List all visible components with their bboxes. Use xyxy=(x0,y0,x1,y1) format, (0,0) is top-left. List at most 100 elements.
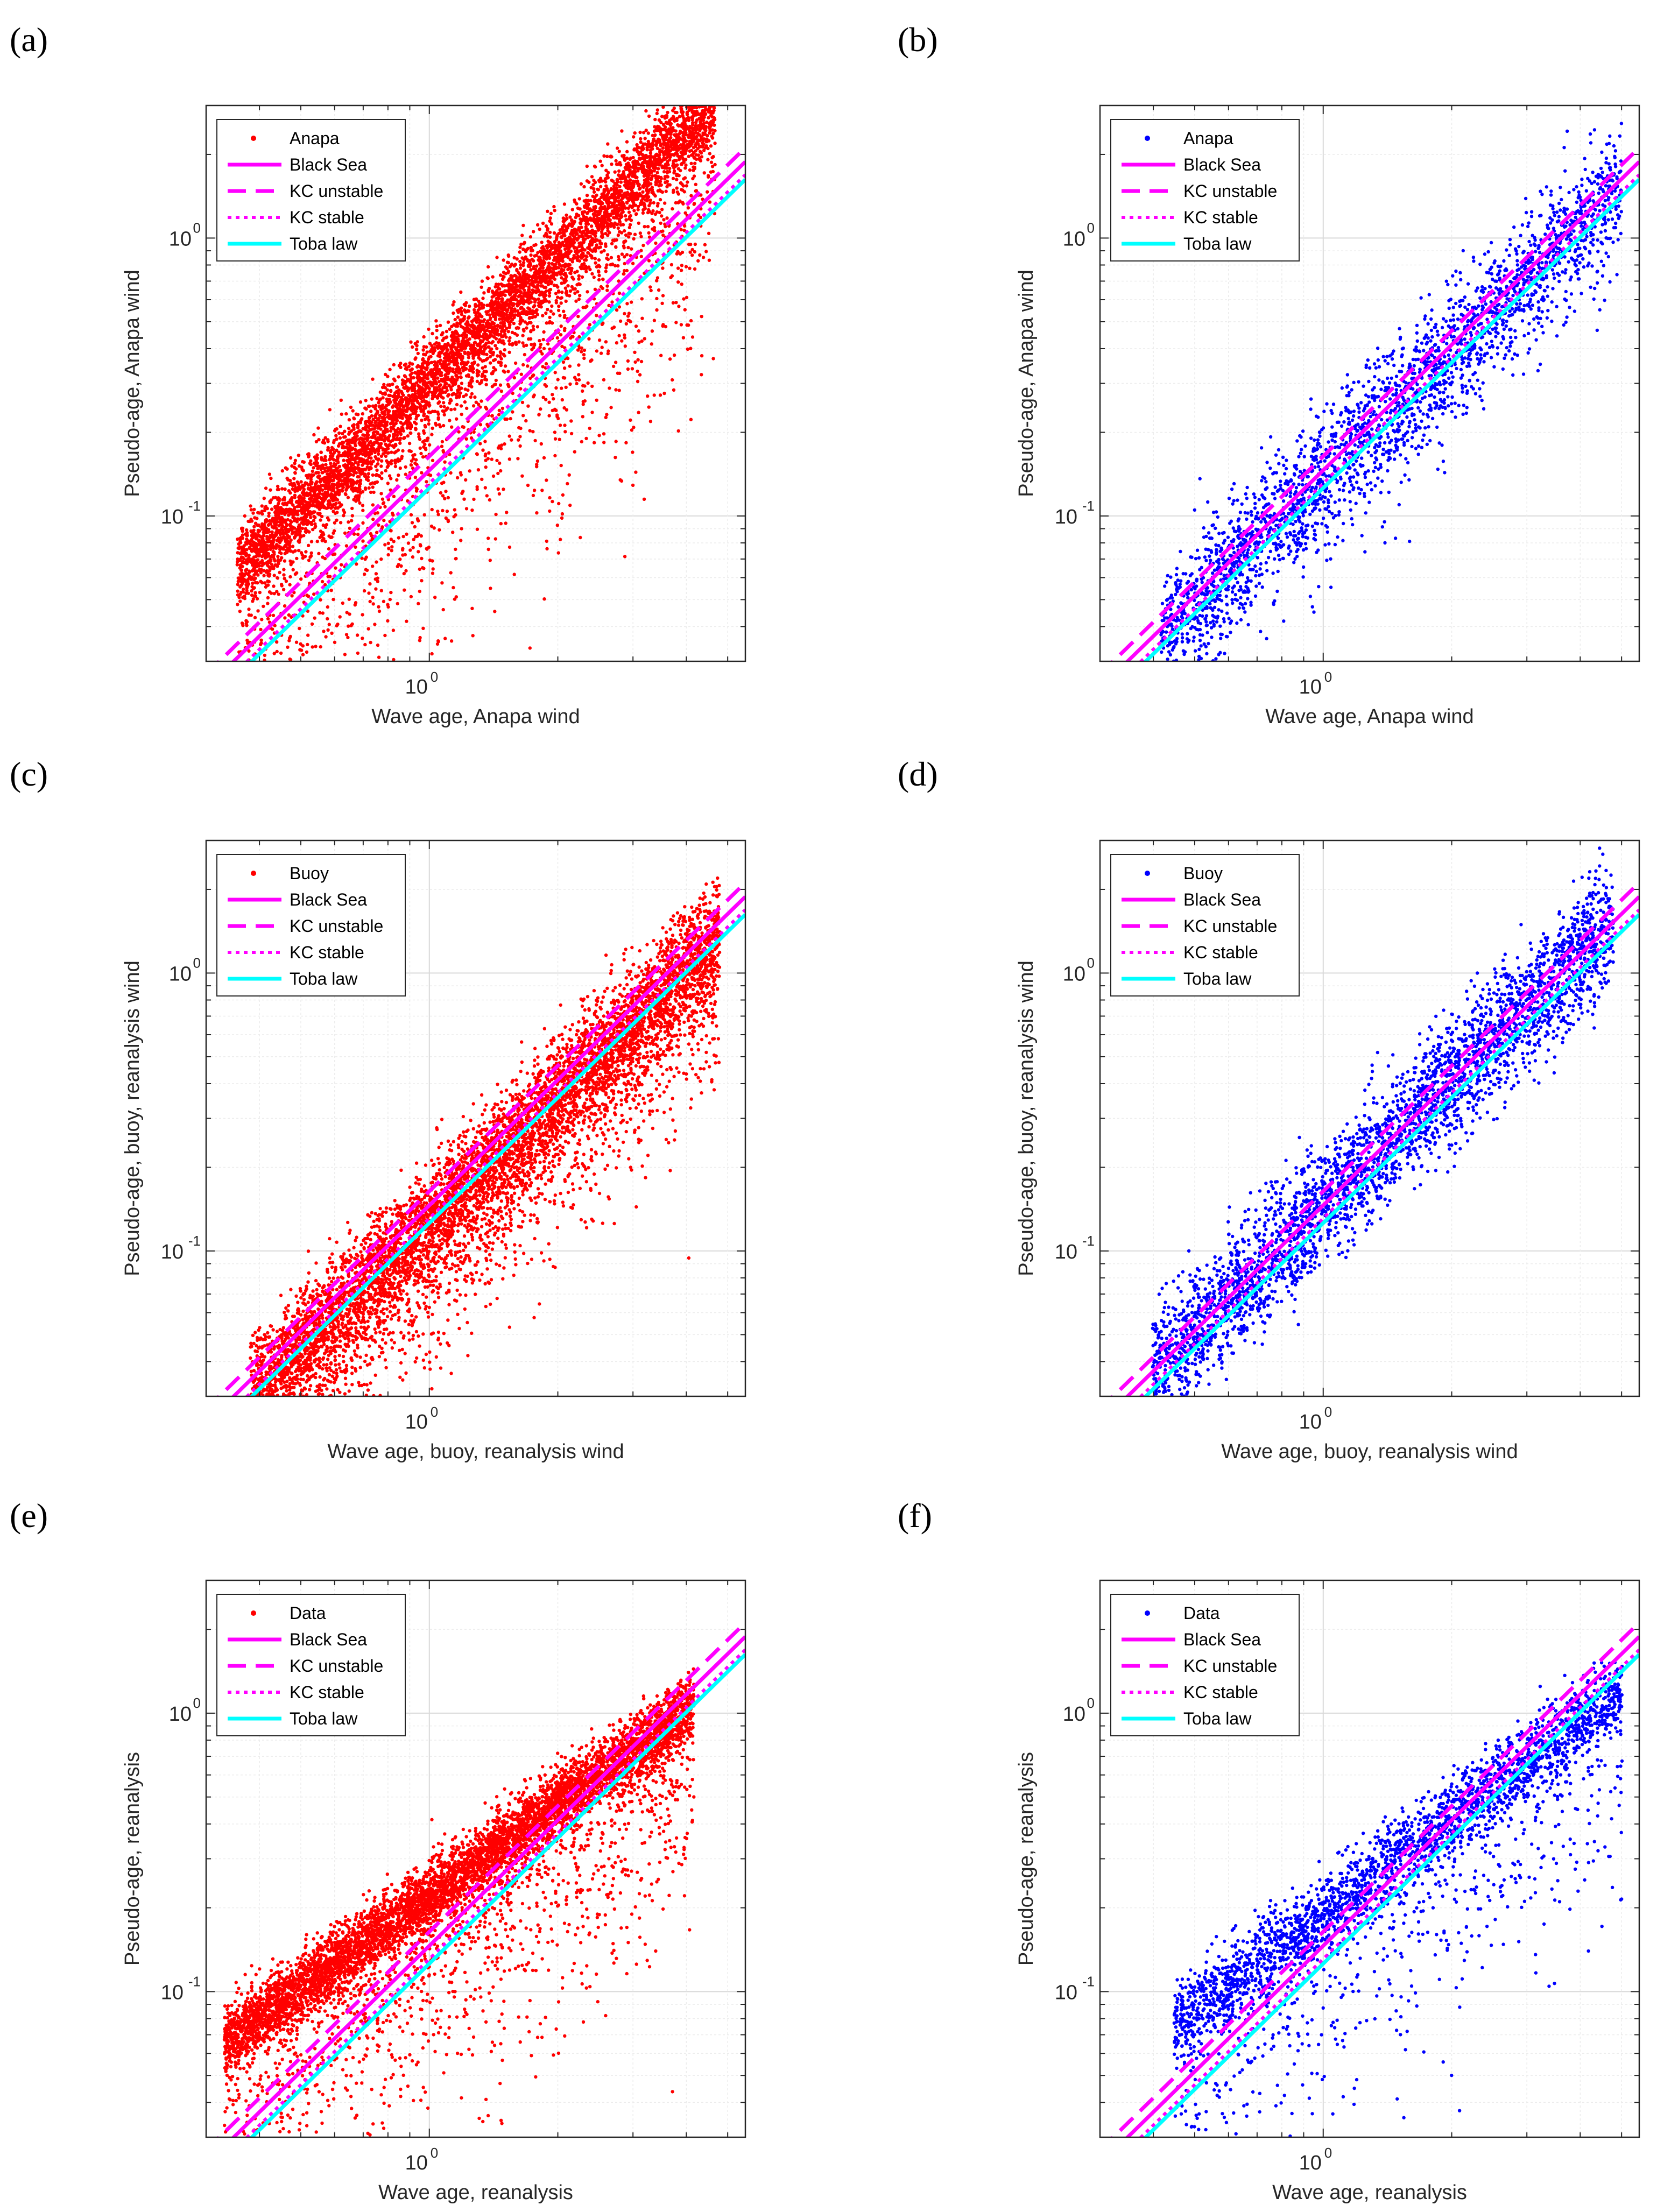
legend-label-f-4: Toba law xyxy=(1183,1709,1252,1728)
y-axis-label-f: Pseudo-age, reanalysis xyxy=(1015,1752,1038,1966)
y-tick-label-d-0: 10 xyxy=(1055,1241,1077,1263)
panel-letter-f: (f) xyxy=(898,1496,932,1535)
legend-label-b-0: Anapa xyxy=(1183,129,1233,148)
x-tick-exp-e-0: 0 xyxy=(431,2145,438,2161)
legend-marker-d-0 xyxy=(1145,871,1150,876)
legend-label-e-4: Toba law xyxy=(290,1709,358,1728)
x-tick-label-c-0: 10 xyxy=(405,1411,428,1433)
y-tick-exp-c-0: -1 xyxy=(188,1233,201,1249)
legend-label-e-2: KC unstable xyxy=(290,1656,383,1676)
y-tick-label-f-1: 10 xyxy=(1063,1703,1085,1726)
y-tick-label-d-1: 10 xyxy=(1063,963,1085,985)
x-axis-label-f: Wave age, reanalysis xyxy=(1272,2181,1467,2204)
legend-label-c-0: Buoy xyxy=(290,864,329,883)
legend-label-c-2: KC unstable xyxy=(290,916,383,936)
legend-label-b-1: Black Sea xyxy=(1183,155,1261,174)
y-tick-exp-d-1: 0 xyxy=(1087,955,1095,971)
y-axis-label-b: Pseudo-age, Anapa wind xyxy=(1015,270,1038,497)
legend-label-a-2: KC unstable xyxy=(290,181,383,201)
y-tick-exp-a-1: 0 xyxy=(193,220,201,236)
x-axis-label-a: Wave age, Anapa wind xyxy=(371,705,580,728)
y-tick-label-b-0: 10 xyxy=(1055,506,1077,528)
legend-label-c-3: KC stable xyxy=(290,943,364,962)
legend-label-a-1: Black Sea xyxy=(290,155,367,174)
legend-marker-f-0 xyxy=(1145,1610,1150,1616)
y-tick-exp-d-0: -1 xyxy=(1082,1233,1095,1249)
x-tick-label-b-0: 10 xyxy=(1299,676,1322,698)
legend-e: Data Black Sea KC unstable KC stable Toba la… xyxy=(217,1594,405,1736)
legend-label-d-1: Black Sea xyxy=(1183,890,1261,909)
legend-label-a-4: Toba law xyxy=(290,234,358,253)
panel-letter-d: (d) xyxy=(898,755,938,793)
x-axis-label-b: Wave age, Anapa wind xyxy=(1265,705,1473,728)
legend-label-c-4: Toba law xyxy=(290,969,358,988)
legend-label-d-4: Toba law xyxy=(1183,969,1252,988)
legend-marker-b-0 xyxy=(1145,136,1150,141)
x-tick-label-a-0: 10 xyxy=(405,676,428,698)
legend-label-e-1: Black Sea xyxy=(290,1630,367,1649)
legend-label-d-3: KC stable xyxy=(1183,943,1258,962)
x-tick-label-d-0: 10 xyxy=(1299,1411,1322,1433)
y-tick-exp-f-1: 0 xyxy=(1087,1695,1095,1711)
x-tick-exp-d-0: 0 xyxy=(1324,1404,1332,1420)
y-tick-label-c-0: 10 xyxy=(161,1241,184,1263)
x-tick-exp-c-0: 0 xyxy=(431,1404,438,1420)
y-axis-label-c: Pseudo-age, buoy, reanalysis wind xyxy=(121,960,144,1276)
y-tick-label-e-1: 10 xyxy=(169,1703,192,1726)
x-tick-exp-a-0: 0 xyxy=(431,669,438,685)
y-tick-exp-e-1: 0 xyxy=(193,1695,201,1711)
panel-letter-b: (b) xyxy=(898,20,938,59)
legend-label-a-0: Anapa xyxy=(290,129,340,148)
panel-letter-c: (c) xyxy=(10,755,48,793)
y-tick-label-a-0: 10 xyxy=(161,506,184,528)
legend-label-f-1: Black Sea xyxy=(1183,1630,1261,1649)
x-axis-label-e: Wave age, reanalysis xyxy=(378,2181,573,2204)
legend-label-e-3: KC stable xyxy=(290,1683,364,1702)
legend-label-b-2: KC unstable xyxy=(1183,181,1277,201)
legend-label-e-0: Data xyxy=(290,1603,326,1623)
legend-label-b-4: Toba law xyxy=(1183,234,1252,253)
y-tick-label-e-0: 10 xyxy=(161,1981,184,2004)
y-axis-label-a: Pseudo-age, Anapa wind xyxy=(121,270,144,497)
legend-label-a-3: KC stable xyxy=(290,208,364,227)
y-tick-exp-b-1: 0 xyxy=(1087,220,1095,236)
y-tick-exp-c-1: 0 xyxy=(193,955,201,971)
y-tick-label-a-1: 10 xyxy=(169,228,192,250)
legend-label-c-1: Black Sea xyxy=(290,890,367,909)
panel-letter-a: (a) xyxy=(10,20,48,59)
y-axis-label-d: Pseudo-age, buoy, reanalysis wind xyxy=(1015,960,1038,1276)
legend-b: Anapa Black Sea KC unstable KC stable Toba l… xyxy=(1111,119,1299,261)
x-tick-label-f-0: 10 xyxy=(1299,2152,1322,2174)
y-axis-label-e: Pseudo-age, reanalysis xyxy=(121,1752,144,1966)
y-tick-exp-e-0: -1 xyxy=(188,1973,201,1989)
legend-marker-e-0 xyxy=(251,1610,256,1616)
x-tick-label-e-0: 10 xyxy=(405,2152,428,2174)
y-tick-exp-a-0: -1 xyxy=(188,498,201,514)
y-tick-exp-b-0: -1 xyxy=(1082,498,1095,514)
legend-marker-c-0 xyxy=(251,871,256,876)
y-tick-label-b-1: 10 xyxy=(1063,228,1085,250)
legend-label-b-3: KC stable xyxy=(1183,208,1258,227)
x-tick-exp-f-0: 0 xyxy=(1324,2145,1332,2161)
panel-letter-e: (e) xyxy=(10,1496,48,1535)
y-tick-label-f-0: 10 xyxy=(1055,1981,1077,2004)
legend-label-d-2: KC unstable xyxy=(1183,916,1277,936)
legend-marker-a-0 xyxy=(251,136,256,141)
legend-label-d-0: Buoy xyxy=(1183,864,1223,883)
x-axis-label-d: Wave age, buoy, reanalysis wind xyxy=(1221,1440,1518,1463)
y-tick-label-c-1: 10 xyxy=(169,963,192,985)
x-tick-exp-b-0: 0 xyxy=(1324,669,1332,685)
legend-label-f-0: Data xyxy=(1183,1603,1220,1623)
legend-d: Buoy Black Sea KC unstable KC stable Toba la… xyxy=(1111,854,1299,996)
legend-label-f-2: KC unstable xyxy=(1183,1656,1277,1676)
legend-a: Anapa Black Sea KC unstable KC stable Toba l… xyxy=(217,119,405,261)
legend-c: Buoy Black Sea KC unstable KC stable Toba la… xyxy=(217,854,405,996)
